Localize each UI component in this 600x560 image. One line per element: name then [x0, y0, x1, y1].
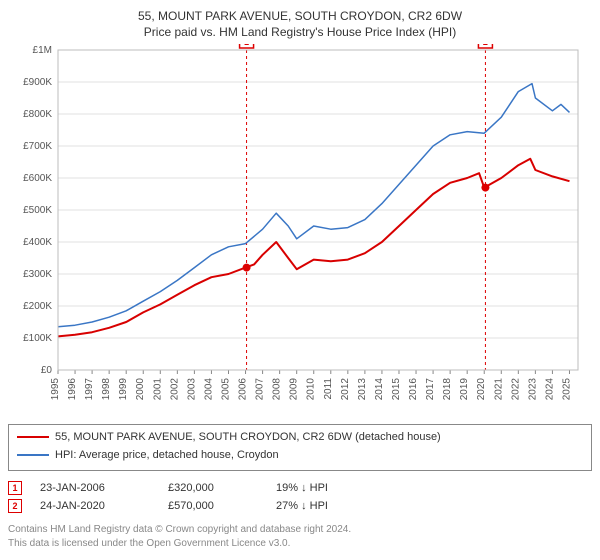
- sale-price: £570,000: [168, 500, 258, 512]
- x-tick-label: 2018: [442, 378, 453, 401]
- x-tick-label: 2019: [459, 378, 470, 401]
- y-tick-label: £1M: [33, 45, 52, 56]
- y-tick-label: £600K: [23, 173, 52, 184]
- sale-delta: 19% ↓ HPI: [276, 482, 328, 494]
- sale-price: £320,000: [168, 482, 258, 494]
- x-tick-label: 1998: [101, 378, 112, 401]
- chart-title: 55, MOUNT PARK AVENUE, SOUTH CROYDON, CR…: [8, 8, 592, 40]
- x-tick-label: 2007: [255, 378, 266, 401]
- sales-table: 1 23-JAN-2006 £320,000 19% ↓ HPI 2 24-JAN-202…: [8, 479, 592, 515]
- title-line-2: Price paid vs. HM Land Registry's House …: [8, 24, 592, 40]
- y-tick-label: £100K: [23, 333, 52, 344]
- legend-item: HPI: Average price, detached house, Croy…: [17, 447, 583, 465]
- x-tick-label: 2009: [289, 378, 300, 401]
- x-tick-label: 2010: [306, 378, 317, 401]
- x-tick-label: 2015: [391, 378, 402, 401]
- x-tick-label: 2000: [135, 378, 146, 401]
- footer-line-2: This data is licensed under the Open Gov…: [8, 537, 592, 551]
- sale-marker-label: 2: [483, 44, 488, 47]
- legend-swatch: [17, 454, 49, 456]
- y-tick-label: £400K: [23, 237, 52, 248]
- x-tick-label: 2006: [238, 378, 249, 401]
- line-chart: £0 £100K £200K £300K £400K £500K £600K £700K £80…: [8, 44, 592, 414]
- x-tick-label: 2012: [340, 378, 351, 401]
- x-tick-label: 1996: [67, 378, 78, 401]
- sale-row: 1 23-JAN-2006 £320,000 19% ↓ HPI: [8, 479, 592, 497]
- x-tick-label: 2025: [561, 378, 572, 401]
- x-tick-label: 1995: [50, 378, 61, 401]
- legend-label: HPI: Average price, detached house, Croy…: [55, 449, 279, 461]
- title-line-1: 55, MOUNT PARK AVENUE, SOUTH CROYDON, CR…: [8, 8, 592, 24]
- x-tick-label: 2008: [272, 378, 283, 401]
- x-tick-label: 1997: [84, 378, 95, 401]
- x-tick-label: 2023: [527, 378, 538, 401]
- x-tick-label: 1999: [118, 378, 129, 401]
- x-tick-label: 2001: [152, 378, 163, 401]
- x-tick-label: 2024: [544, 378, 555, 401]
- sale-date: 24-JAN-2020: [40, 500, 150, 512]
- x-tick-label: 2002: [169, 378, 180, 401]
- series-price_paid: [58, 159, 570, 337]
- y-tick-label: £300K: [23, 269, 52, 280]
- sale-delta: 27% ↓ HPI: [276, 500, 328, 512]
- series-hpi: [58, 84, 570, 327]
- legend: 55, MOUNT PARK AVENUE, SOUTH CROYDON, CR…: [8, 424, 592, 470]
- x-tick-label: 2021: [493, 378, 504, 401]
- x-tick-label: 2017: [425, 378, 436, 401]
- sale-marker-label: 1: [244, 44, 249, 47]
- y-tick-label: £900K: [23, 77, 52, 88]
- x-tick-label: 2011: [323, 378, 334, 400]
- sale-row: 2 24-JAN-2020 £570,000 27% ↓ HPI: [8, 497, 592, 515]
- x-tick-label: 2020: [476, 378, 487, 401]
- x-tick-label: 2003: [186, 378, 197, 401]
- x-tick-label: 2013: [357, 378, 368, 401]
- y-tick-label: £500K: [23, 205, 52, 216]
- y-tick-label: £800K: [23, 109, 52, 120]
- legend-swatch: [17, 436, 49, 438]
- y-tick-label: £700K: [23, 141, 52, 152]
- x-tick-label: 2022: [510, 378, 521, 401]
- x-tick-label: 2014: [374, 378, 385, 401]
- legend-item: 55, MOUNT PARK AVENUE, SOUTH CROYDON, CR…: [17, 429, 583, 447]
- x-tick-label: 2004: [203, 378, 214, 401]
- y-tick-label: £200K: [23, 301, 52, 312]
- sale-marker-icon: 2: [8, 499, 22, 513]
- x-tick-label: 2016: [408, 378, 419, 401]
- footer: Contains HM Land Registry data © Crown c…: [8, 523, 592, 551]
- sale-marker-icon: 1: [8, 481, 22, 495]
- legend-label: 55, MOUNT PARK AVENUE, SOUTH CROYDON, CR…: [55, 431, 441, 443]
- sale-date: 23-JAN-2006: [40, 482, 150, 494]
- footer-line-1: Contains HM Land Registry data © Crown c…: [8, 523, 592, 537]
- y-tick-label: £0: [41, 365, 53, 376]
- chart-svg: £0 £100K £200K £300K £400K £500K £600K £700K £80…: [8, 44, 592, 414]
- x-tick-label: 2005: [220, 378, 231, 401]
